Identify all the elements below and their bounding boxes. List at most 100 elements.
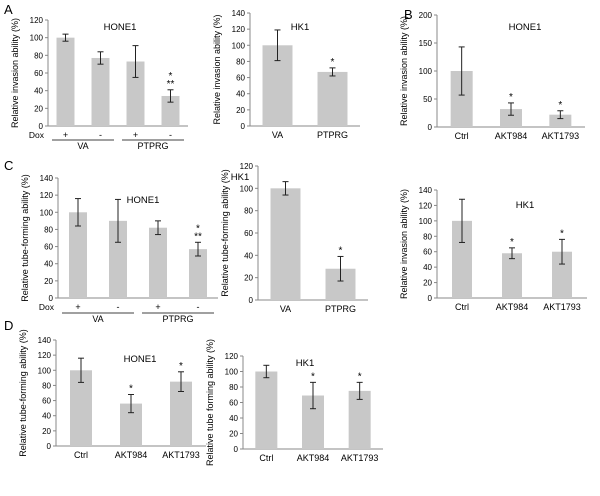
y-tick-label-d1: 20 (42, 427, 51, 436)
bar-c1-3 (189, 249, 207, 298)
y-tick-label-c1: 100 (40, 208, 54, 217)
y-tick-label-c3: 100 (419, 217, 433, 226)
y-tick-label-c2: 40 (244, 251, 253, 260)
group-label-a1-0: VA (77, 141, 88, 151)
y-tick-label-a2: 20 (236, 106, 245, 115)
significance-mark-c2-1: * (339, 245, 343, 256)
significance-mark-c1-3: * (196, 223, 200, 234)
y-tick-label-c3: 80 (423, 232, 432, 241)
significance-mark-a2-1: * (331, 57, 335, 68)
chart-c3: 0 20 40 60 80 100 120 140 Relative invasion abil… (399, 186, 587, 312)
category-label-c3-2: AKT1793 (543, 302, 581, 312)
y-tick-label-c3: 60 (423, 248, 432, 257)
y-tick-label-a2: 120 (232, 25, 246, 34)
category-label-c1-2: + (155, 302, 160, 312)
category-label-a2-0: VA (272, 130, 283, 140)
y-tick-label-d2: 120 (225, 352, 239, 361)
chart-d2: 0 20 40 60 80 100 120 Relative tube forming abi… (205, 339, 383, 466)
significance-mark-b1-2: * (558, 100, 562, 111)
category-label-c2-0: VA (280, 304, 291, 314)
y-tick-label-b1: 150 (419, 39, 433, 48)
y-tick-label-c3: 0 (428, 294, 433, 303)
significance-mark-d1-2: * (179, 361, 183, 372)
chart-title-a1: HONE1 (104, 22, 137, 33)
significance-mark-b1-1: * (509, 92, 513, 103)
y-tick-label-d2: 100 (225, 368, 239, 377)
y-tick-label-a2: 80 (236, 57, 245, 66)
y-tick-label-c2: 20 (244, 274, 253, 283)
significance-mark-a1-3: ** (167, 79, 175, 90)
y-tick-label-c2: 60 (244, 229, 253, 238)
bar-c2-0 (270, 188, 301, 300)
y-tick-label-c2: 100 (240, 184, 254, 193)
y-tick-label-a2: 100 (232, 41, 246, 50)
chart-title-d2: HK1 (296, 358, 314, 369)
chart-title-c2: HK1 (231, 172, 249, 183)
chart-c1: 0 20 40 60 80 100 120 140 Relative tube-forming … (20, 174, 218, 324)
y-tick-label-d1: 140 (38, 336, 52, 345)
bar-d2-1 (302, 395, 324, 449)
bar-c1-1 (109, 220, 127, 298)
y-tick-label-c3: 120 (419, 201, 433, 210)
bar-c3-0 (452, 220, 472, 298)
significance-mark-c3-2: * (560, 228, 564, 239)
bar-a1-0 (56, 37, 75, 126)
y-axis-label-c3: Relative invasion ability (%) (399, 189, 409, 299)
category-label-c3-0: Ctrl (455, 302, 469, 312)
bar-d2-0 (255, 371, 278, 449)
y-tick-label-c3: 40 (423, 263, 432, 272)
y-tick-label-d2: 40 (229, 414, 238, 423)
bar-a1-1 (91, 57, 110, 126)
panel-letter-a: A (4, 2, 13, 17)
significance-mark-c1-3: ** (194, 231, 202, 242)
y-tick-label-b1: 100 (419, 67, 433, 76)
dox-row-label-a1: Dox (29, 130, 45, 140)
y-tick-label-d1: 120 (38, 351, 52, 360)
chart-a1: 0 20 40 60 80 100 120 Relative invasion ability… (10, 16, 188, 151)
significance-mark-c3-1: * (510, 237, 514, 248)
chart-title-b1: HONE1 (509, 22, 542, 33)
dox-row-label-c1: Dox (39, 302, 55, 312)
category-label-b1-2: AKT1793 (542, 131, 580, 141)
category-label-a1-1: - (99, 130, 102, 140)
category-label-b1-1: AKT984 (495, 131, 528, 141)
y-tick-label-c1: 140 (40, 174, 54, 183)
y-tick-label-c1: 60 (44, 243, 53, 252)
group-label-a1-1: PTPRG (137, 141, 168, 151)
bar-d1-0 (70, 370, 92, 446)
y-tick-label-a2: 60 (236, 74, 245, 83)
y-tick-label-d1: 40 (42, 412, 51, 421)
category-label-d2-0: Ctrl (259, 453, 273, 463)
bar-a1-2 (126, 61, 145, 127)
bar-d1-2 (170, 381, 192, 446)
significance-mark-a1-3: * (169, 71, 173, 82)
category-label-d1-0: Ctrl (74, 450, 88, 460)
chart-title-c3: HK1 (516, 200, 534, 211)
panel-letter-b: B (404, 7, 413, 22)
category-label-b1-0: Ctrl (455, 131, 469, 141)
y-axis-label-c2: Relative tube-forming ability (%) (220, 169, 230, 297)
category-label-c1-3: - (197, 302, 200, 312)
category-label-c1-1: - (117, 302, 120, 312)
y-tick-label-c1: 0 (49, 294, 54, 303)
category-label-a1-0: + (63, 130, 68, 140)
significance-mark-d2-1: * (311, 371, 315, 382)
group-label-c1-0: VA (92, 314, 103, 324)
y-tick-label-c3: 140 (419, 186, 433, 195)
significance-mark-d1-1: * (129, 384, 133, 395)
y-tick-label-c1: 40 (44, 260, 53, 269)
bar-b1-0 (450, 71, 473, 127)
y-tick-label-c1: 20 (44, 277, 53, 286)
panel-letter-d: D (4, 318, 13, 333)
y-tick-label-c2: 120 (240, 162, 254, 171)
bar-c1-0 (69, 212, 87, 298)
chart-b1: 0 50 100 150 200 Relative invasion ability (%… (399, 11, 585, 141)
y-axis-label-d2: Relative tube forming ability (%) (205, 339, 215, 466)
charts-layer: 0 20 40 60 80 100 120 Relative invasion ability… (10, 9, 587, 466)
panel-letter-c: C (4, 158, 13, 173)
y-tick-label-d1: 60 (42, 397, 51, 406)
category-label-c3-1: AKT984 (496, 302, 529, 312)
category-label-d1-2: AKT1793 (162, 450, 200, 460)
y-tick-label-b1: 0 (428, 123, 433, 132)
